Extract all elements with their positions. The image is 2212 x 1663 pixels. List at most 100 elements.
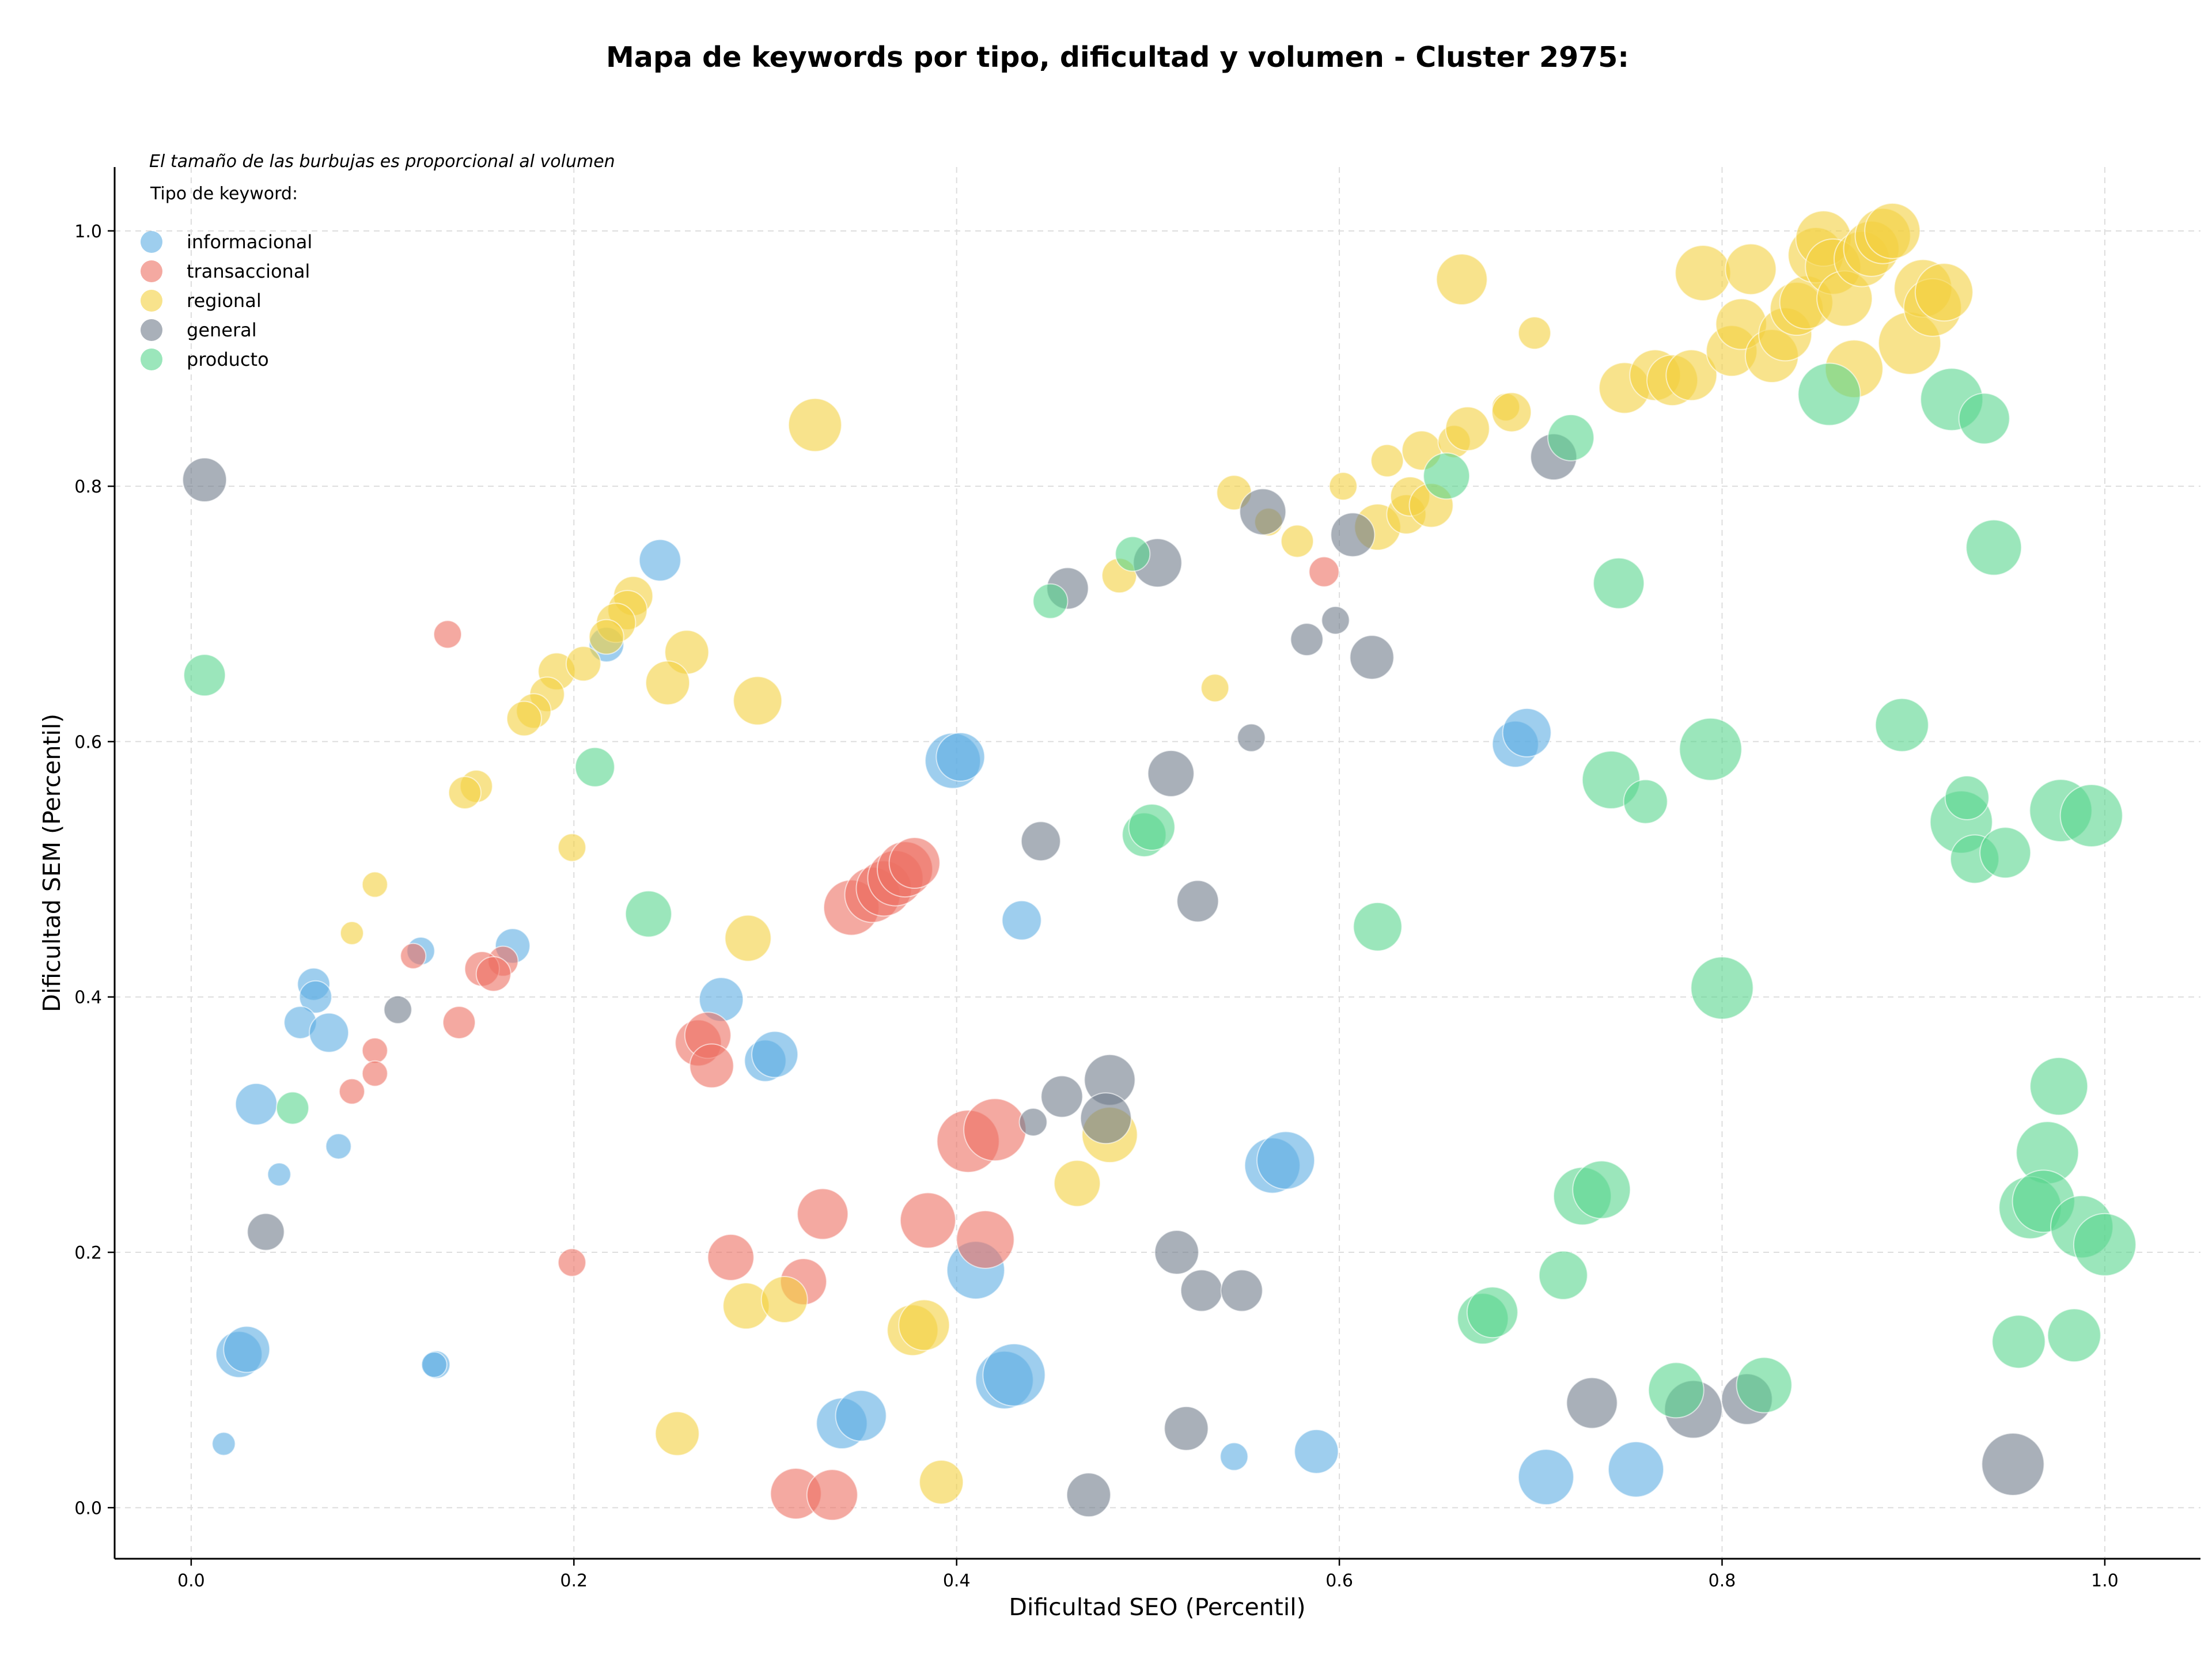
bubble-producto bbox=[1032, 583, 1069, 619]
bubble-regional bbox=[898, 1299, 950, 1351]
bubble-general bbox=[182, 457, 228, 503]
bubble-informacional bbox=[982, 1343, 1046, 1407]
bubble-producto bbox=[1466, 1286, 1518, 1339]
bubble-general bbox=[1220, 1269, 1263, 1312]
series-general bbox=[182, 433, 2045, 1518]
bubble-regional bbox=[1864, 202, 1921, 259]
x-tick-label: 1.0 bbox=[2091, 1571, 2119, 1591]
legend-items: informacional transaccional regional genera… bbox=[141, 231, 312, 370]
bubble-general bbox=[1349, 635, 1395, 680]
bubble-regional bbox=[1328, 472, 1358, 501]
bubble-general bbox=[1981, 1432, 2045, 1496]
bubble-regional bbox=[506, 700, 542, 737]
bubble-producto bbox=[1979, 827, 2032, 879]
bubble-general bbox=[1040, 1075, 1084, 1118]
bubble-producto bbox=[1538, 1250, 1588, 1300]
legend-label: general bbox=[187, 319, 257, 341]
legend-note: El tamaño de las burbujas es proporciona… bbox=[149, 151, 615, 172]
bubble-informacional bbox=[1001, 900, 1042, 941]
x-tick-label: 0.6 bbox=[1325, 1571, 1353, 1591]
bubble-general bbox=[1164, 1406, 1209, 1451]
bubble-transaccional bbox=[689, 1043, 734, 1089]
legend-label: regional bbox=[187, 290, 262, 312]
bubble-informacional bbox=[211, 1431, 236, 1456]
bubble-informacional bbox=[1294, 1429, 1339, 1474]
bubble-producto bbox=[574, 747, 615, 787]
legend-swatch bbox=[141, 231, 162, 253]
bubble-producto bbox=[1623, 779, 1668, 824]
axes bbox=[113, 167, 2200, 1560]
bubble-informacional bbox=[1608, 1441, 1665, 1498]
y-tick-label: 0.6 bbox=[74, 732, 102, 752]
bubble-producto bbox=[1874, 698, 1929, 752]
bubble-transaccional bbox=[475, 956, 512, 992]
bubble-producto bbox=[1593, 557, 1645, 609]
bubble-regional bbox=[654, 1411, 700, 1456]
bubble-transaccional bbox=[361, 1037, 388, 1064]
bubble-transaccional bbox=[1308, 556, 1340, 588]
bubble-transaccional bbox=[442, 1006, 476, 1040]
x-tick-label: 0.8 bbox=[1709, 1571, 1736, 1591]
bubble-transaccional bbox=[433, 620, 463, 649]
bubble-general bbox=[1239, 488, 1287, 536]
bubble-informacional bbox=[835, 1389, 887, 1442]
bubble-producto bbox=[1572, 1160, 1631, 1219]
bubble-transaccional bbox=[707, 1233, 755, 1281]
legend-swatch bbox=[141, 348, 162, 370]
legend-item-regional: regional bbox=[141, 290, 262, 312]
bubble-general bbox=[1566, 1377, 1618, 1429]
bubble-producto bbox=[1736, 1357, 1793, 1414]
bubble-producto bbox=[1128, 803, 1176, 851]
bubble-regional bbox=[1725, 243, 1777, 296]
bubble-regional bbox=[724, 914, 772, 962]
bubble-general bbox=[1018, 1107, 1048, 1137]
bubble-regional bbox=[1435, 253, 1488, 306]
x-tick-label: 0.4 bbox=[943, 1571, 971, 1591]
bubble-regional bbox=[1491, 392, 1532, 433]
bubble-producto bbox=[183, 654, 226, 697]
bubble-regional bbox=[1200, 673, 1230, 703]
bubble-general bbox=[383, 995, 412, 1024]
bubble-regional bbox=[1675, 244, 1732, 301]
series-informacional bbox=[211, 539, 1665, 1506]
bubble-producto bbox=[1647, 1362, 1705, 1419]
grid-lines bbox=[115, 167, 2200, 1559]
bubble-informacional bbox=[309, 1012, 350, 1053]
bubble-informacional bbox=[267, 1162, 291, 1187]
bubble-transaccional bbox=[797, 1188, 849, 1240]
legend-label: producto bbox=[187, 348, 269, 370]
bubble-regional bbox=[645, 660, 691, 706]
bubble-transaccional bbox=[338, 1078, 365, 1105]
bubble-transaccional bbox=[899, 1192, 956, 1249]
legend-item-producto: producto bbox=[141, 348, 269, 370]
legend-title: Tipo de keyword: bbox=[150, 184, 298, 204]
x-tick-label: 0.0 bbox=[177, 1571, 205, 1591]
bubble-regional bbox=[787, 397, 842, 452]
bubble-informacional bbox=[751, 1031, 799, 1078]
bubble-regional bbox=[1281, 524, 1315, 558]
bubble-informacional bbox=[638, 539, 681, 582]
bubble-layer bbox=[182, 202, 2137, 1521]
series-producto bbox=[183, 362, 2137, 1419]
bubble-producto bbox=[275, 1091, 309, 1125]
bubble-producto bbox=[1690, 956, 1754, 1020]
bubble-producto bbox=[1797, 362, 1861, 426]
y-tick-label: 0.8 bbox=[74, 477, 102, 497]
bubble-producto bbox=[1991, 1315, 2046, 1369]
bubble-informacional bbox=[1256, 1131, 1316, 1190]
tick-labels: 0.0 0.2 0.4 0.6 0.8 1.0 0.0 0.2 0.4 0.6 0.8 1.0 bbox=[74, 222, 2118, 1591]
legend-item-informacional: informacional bbox=[141, 231, 312, 253]
bubble-producto bbox=[624, 890, 672, 938]
bubble-transaccional bbox=[956, 1210, 1015, 1269]
y-tick-label: 0.0 bbox=[74, 1498, 102, 1518]
bubble-transaccional bbox=[963, 1098, 1027, 1162]
bubble-informacional bbox=[234, 1082, 278, 1126]
legend-item-transaccional: transaccional bbox=[141, 260, 310, 282]
bubble-general bbox=[1290, 623, 1324, 657]
bubble-informacional bbox=[935, 732, 986, 782]
bubble-transaccional bbox=[888, 837, 941, 889]
bubble-informacional bbox=[325, 1133, 352, 1160]
bubble-regional bbox=[1053, 1160, 1101, 1207]
bubble-general bbox=[1180, 1269, 1223, 1312]
bubble-regional bbox=[361, 871, 388, 898]
